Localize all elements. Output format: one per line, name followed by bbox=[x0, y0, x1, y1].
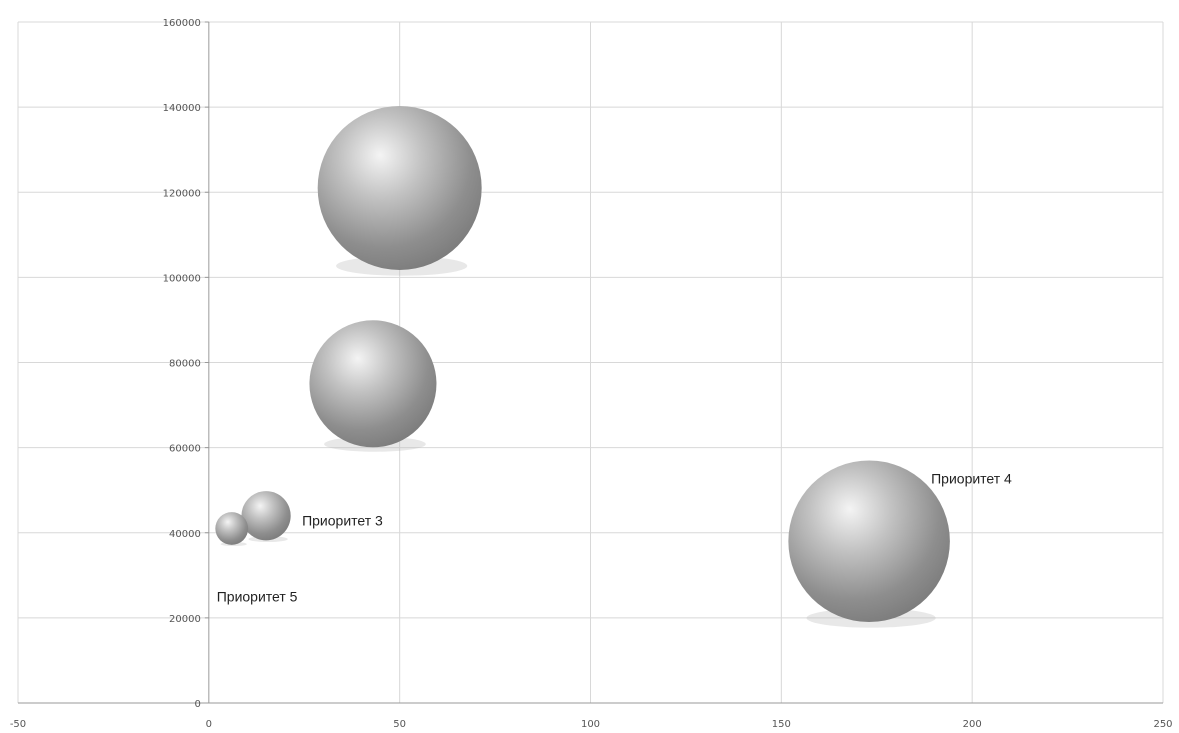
y-tick-label: 140000 bbox=[163, 103, 201, 114]
x-tick-label: 50 bbox=[393, 719, 406, 730]
y-tick-label: 20000 bbox=[169, 614, 201, 625]
y-tick-label: 120000 bbox=[163, 188, 201, 199]
x-tick-label: 150 bbox=[772, 719, 791, 730]
bubble-point bbox=[241, 491, 291, 541]
x-tick-label: 100 bbox=[581, 719, 600, 730]
axes bbox=[18, 21, 1163, 704]
tick-labels: -50 0 50 100 150 200 250 0 20000 40000 60000 80000 1… bbox=[10, 18, 1173, 730]
bubbles bbox=[215, 105, 950, 628]
bubble-point bbox=[317, 105, 482, 270]
y-tick-label: 100000 bbox=[163, 273, 201, 284]
y-tick-label: 60000 bbox=[169, 444, 201, 455]
bubble-labels: Приоритет 3 Приоритет 5 Приоритет 4 bbox=[217, 470, 1012, 604]
x-tick-label: 250 bbox=[1153, 719, 1172, 730]
x-tick-label: -50 bbox=[10, 719, 26, 730]
bubble-data-label: Приоритет 4 bbox=[931, 470, 1012, 486]
x-tick-label: 200 bbox=[963, 719, 982, 730]
x-tick-label: 0 bbox=[206, 719, 212, 730]
y-tick-label: 80000 bbox=[169, 359, 201, 370]
y-tick-label: 0 bbox=[194, 699, 200, 710]
bubble-point bbox=[215, 512, 249, 545]
y-tick-label: 160000 bbox=[163, 18, 201, 29]
bubble-point bbox=[309, 320, 437, 448]
bubble-point bbox=[788, 460, 950, 623]
bubble-data-label: Приоритет 3 bbox=[302, 513, 383, 529]
y-tick-label: 40000 bbox=[169, 529, 201, 540]
bubble-data-label: Приоритет 5 bbox=[217, 588, 298, 604]
